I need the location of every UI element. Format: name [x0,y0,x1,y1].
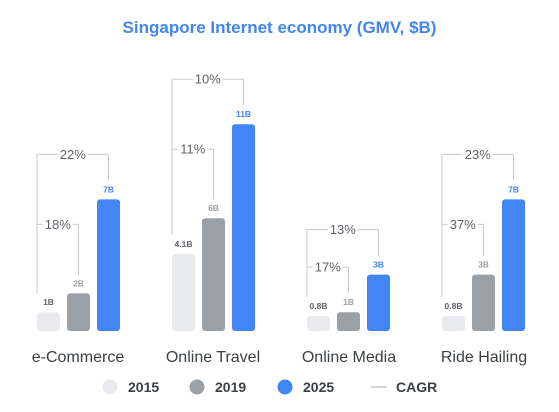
bar-e-commerce-2019 [67,293,90,331]
data-label: 3B [478,260,489,270]
cagr-short-bracket [171,148,214,235]
cagr-long-label: 13% [330,222,356,237]
cagr-short-label: 17% [315,260,341,275]
bar-e-commerce-2015 [37,312,60,331]
bar-e-commerce-2025 [97,199,120,331]
cagr-long-label: 10% [195,72,221,87]
bar-online-media-2015 [307,315,330,331]
plot-area: 1B 2B 7B 22% 18% e-Commerce 4.1B 6B 11B 10% 11% Onl… [32,72,527,366]
cagr-short-label: 18% [45,217,71,232]
bar-online-media-2025 [367,274,390,331]
legend-swatch-2025 [277,379,293,395]
category-label: Online Travel [166,349,260,366]
bar-ride-hailing-2025 [502,199,525,331]
data-label: 11B [236,109,251,119]
legend-label: CAGR [396,379,437,395]
legend-swatch-2019 [189,379,205,395]
legend-label: 2015 [128,379,159,395]
bar-online-travel-2019 [202,218,225,331]
legend-swatch-2015 [102,379,118,395]
bar-ride-hailing-2019 [472,274,495,331]
data-label: 0.8B [310,301,328,311]
bar-online-travel-2015 [172,253,195,331]
cagr-short-label: 37% [450,217,476,232]
cagr-long-label: 23% [465,147,491,162]
cagr-short-bracket [441,223,484,297]
chart-title: Singapore Internet economy (GMV, $B) [123,18,437,37]
legend-label: 2019 [215,379,246,395]
category-label: Online Media [302,349,396,366]
cagr-short-bracket [36,223,79,294]
data-label: 6B [208,203,219,213]
data-label: 1B [343,297,354,307]
data-label: 7B [103,184,114,194]
cagr-short-bracket [306,266,349,297]
bar-ride-hailing-2015 [442,315,465,331]
category-label: e-Commerce [32,349,125,366]
data-label: 4.1B [175,239,193,249]
data-label: 2B [73,278,84,288]
legend: 2015 2019 2025 CAGR [102,379,437,395]
bar-online-media-2019 [337,312,360,331]
bar-online-travel-2025 [232,124,255,331]
category-label: Ride Hailing [441,349,527,366]
cagr-long-label: 22% [60,147,86,162]
data-label: 1B [43,297,54,307]
data-label: 3B [373,260,384,270]
cagr-short-label: 11% [180,142,205,157]
legend-label: 2025 [303,379,334,395]
data-label: 0.8B [445,301,463,311]
data-label: 7B [508,184,519,194]
